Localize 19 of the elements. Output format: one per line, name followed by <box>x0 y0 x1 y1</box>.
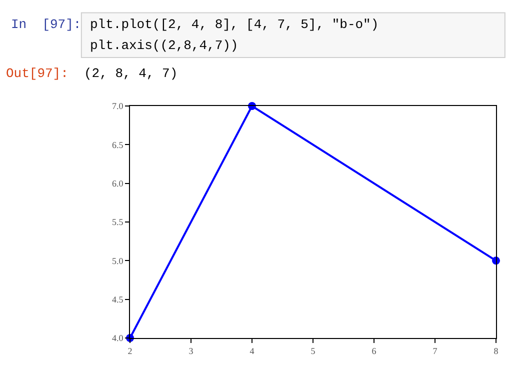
y-tick-label: 6.5 <box>112 140 124 150</box>
x-tick-label: 6 <box>372 346 377 356</box>
x-tick-label: 4 <box>250 346 255 356</box>
x-tick-label: 3 <box>188 346 194 356</box>
text: Out[97]: <box>6 66 68 81</box>
y-tick-label: 5.0 <box>112 256 124 266</box>
text: plt.axis((2,8,4,7)) <box>90 38 238 53</box>
y-tick-label: 4.5 <box>112 294 124 304</box>
y-tick-label: 6.0 <box>112 178 124 188</box>
y-tick-label: 5.5 <box>112 217 124 228</box>
x-tick-label: 5 <box>310 346 316 356</box>
x-tick-label: 2 <box>128 346 132 356</box>
x-tick-label: 7 <box>432 346 438 356</box>
text: In [97]: <box>11 17 82 32</box>
y-tick-label: 4.0 <box>112 333 124 344</box>
x-tick-label: 8 <box>494 346 499 356</box>
y-tick-label: 7.0 <box>112 101 124 112</box>
text: plt.plot([2, 4, 8], [4, 7, 5], "b-o") <box>90 17 379 32</box>
text: (2, 8, 4, 7) <box>84 66 178 81</box>
